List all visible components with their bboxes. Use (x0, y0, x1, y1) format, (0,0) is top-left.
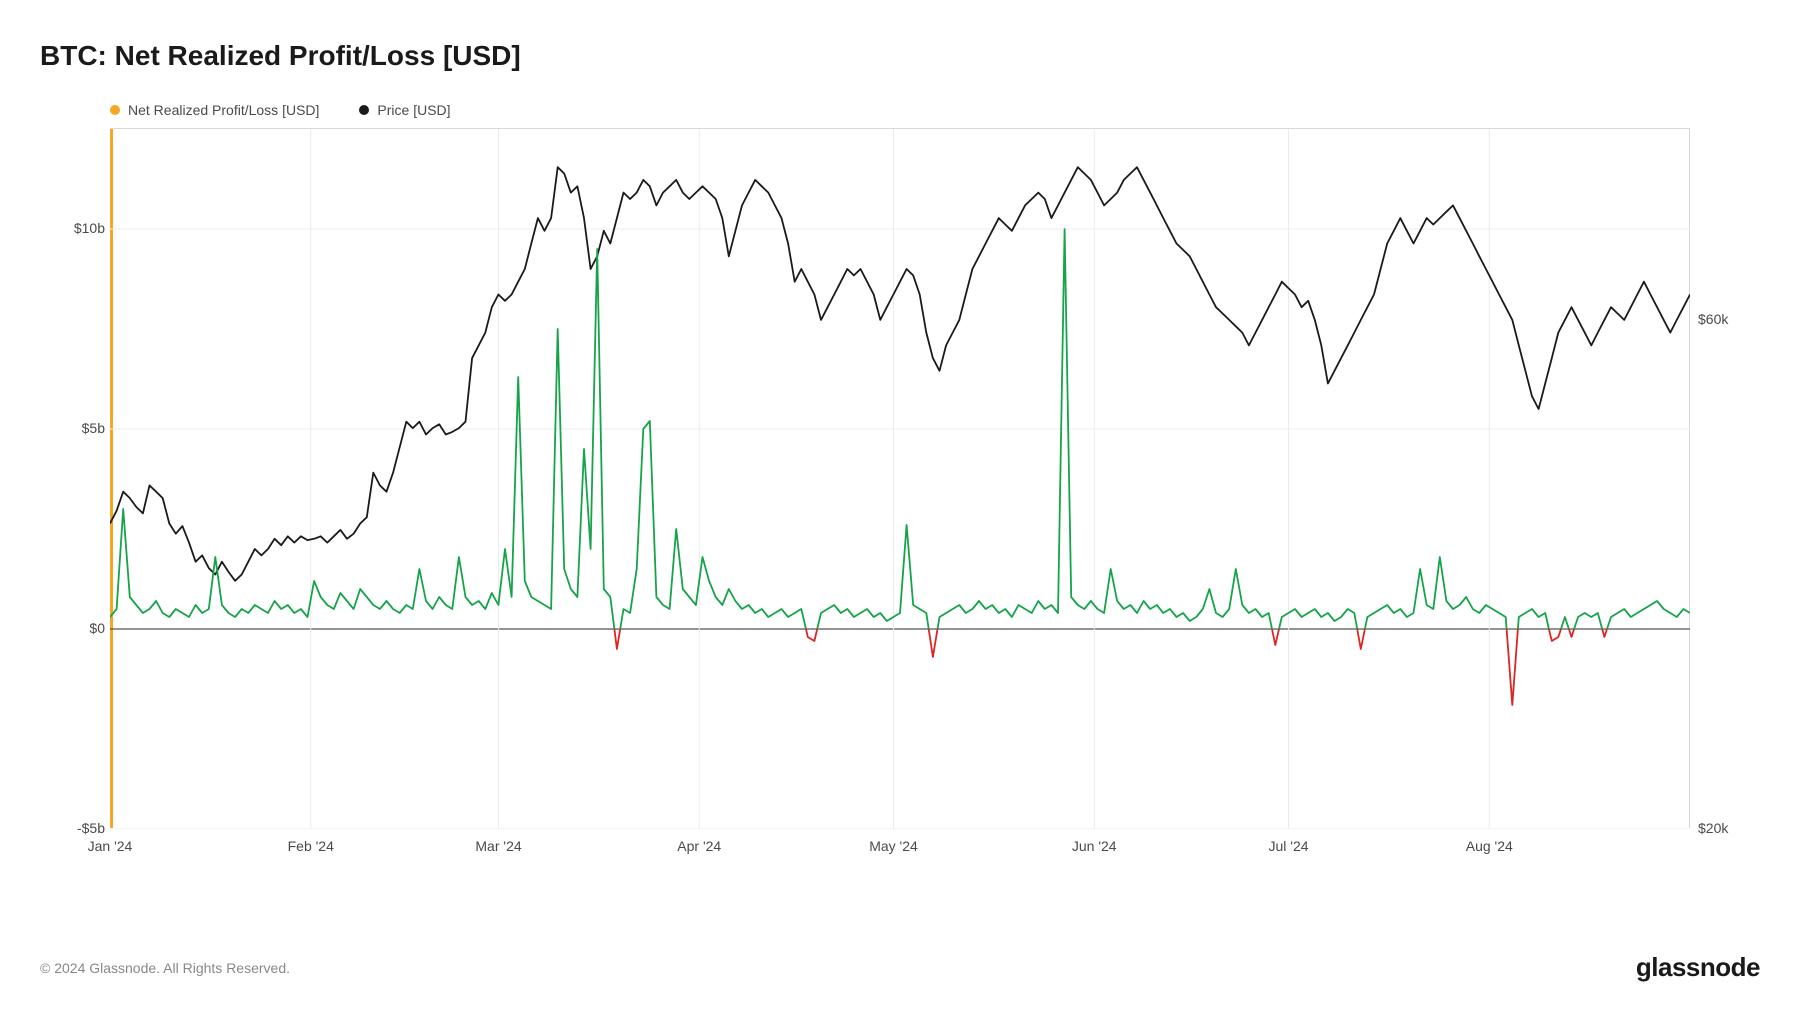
npl-loss-line (1507, 629, 1518, 705)
legend-dot-npl (110, 105, 120, 115)
npl-profit-line (1365, 557, 1507, 629)
legend-label-npl: Net Realized Profit/Loss [USD] (128, 102, 319, 118)
legend-item-npl: Net Realized Profit/Loss [USD] (110, 102, 319, 118)
y-axis-right: $20k$60k (1690, 128, 1750, 828)
chart-container: BTC: Net Realized Profit/Loss [USD] Net … (0, 0, 1800, 1013)
npl-loss-line (1569, 629, 1574, 637)
npl-profit-line (1561, 617, 1569, 629)
y-left-tick-label: $0 (40, 620, 105, 636)
legend-label-price: Price [USD] (377, 102, 450, 118)
x-tick-label: Jan '24 (88, 838, 133, 854)
x-tick-label: Apr '24 (677, 838, 721, 854)
npl-profit-line (620, 421, 806, 629)
chart-title: BTC: Net Realized Profit/Loss [USD] (40, 40, 1760, 72)
y-right-tick-label: $20k (1690, 820, 1750, 836)
plot-area (110, 128, 1690, 828)
x-tick-label: Feb '24 (288, 838, 334, 854)
npl-loss-line (614, 629, 620, 649)
y-left-tick-label: $10b (40, 220, 105, 236)
chart-box: -$5b$0$5b$10b $20k$60k Jan '24Feb '24Mar… (40, 128, 1760, 868)
npl-profit-line (1574, 613, 1602, 629)
npl-loss-line (929, 629, 938, 657)
x-tick-label: Mar '24 (475, 838, 521, 854)
copyright: © 2024 Glassnode. All Rights Reserved. (40, 960, 290, 976)
brand-logo: glassnode (1636, 952, 1760, 983)
legend: Net Realized Profit/Loss [USD] Price [US… (110, 102, 1760, 118)
legend-dot-price (359, 105, 369, 115)
npl-loss-line (1272, 629, 1279, 645)
npl-profit-line (1607, 601, 1690, 629)
npl-profit-line (1279, 609, 1357, 629)
npl-loss-line (1357, 629, 1365, 649)
y-right-tick-label: $60k (1690, 311, 1750, 327)
npl-loss-line (1549, 629, 1561, 641)
legend-item-price: Price [USD] (359, 102, 450, 118)
y-left-tick-label: -$5b (40, 820, 105, 836)
npl-profit-line (1518, 609, 1549, 629)
npl-profit-line (817, 525, 929, 629)
npl-loss-line (1602, 629, 1607, 637)
x-tick-label: Jun '24 (1072, 838, 1117, 854)
x-tick-label: Aug '24 (1466, 838, 1513, 854)
x-axis: Jan '24Feb '24Mar '24Apr '24May '24Jun '… (110, 828, 1690, 858)
x-tick-label: Jul '24 (1269, 838, 1309, 854)
npl-profit-line (110, 249, 614, 629)
y-left-tick-label: $5b (40, 420, 105, 436)
footer: © 2024 Glassnode. All Rights Reserved. g… (40, 952, 1760, 983)
x-tick-label: May '24 (869, 838, 918, 854)
y-axis-left: -$5b$0$5b$10b (40, 128, 105, 828)
npl-loss-line (806, 629, 817, 641)
